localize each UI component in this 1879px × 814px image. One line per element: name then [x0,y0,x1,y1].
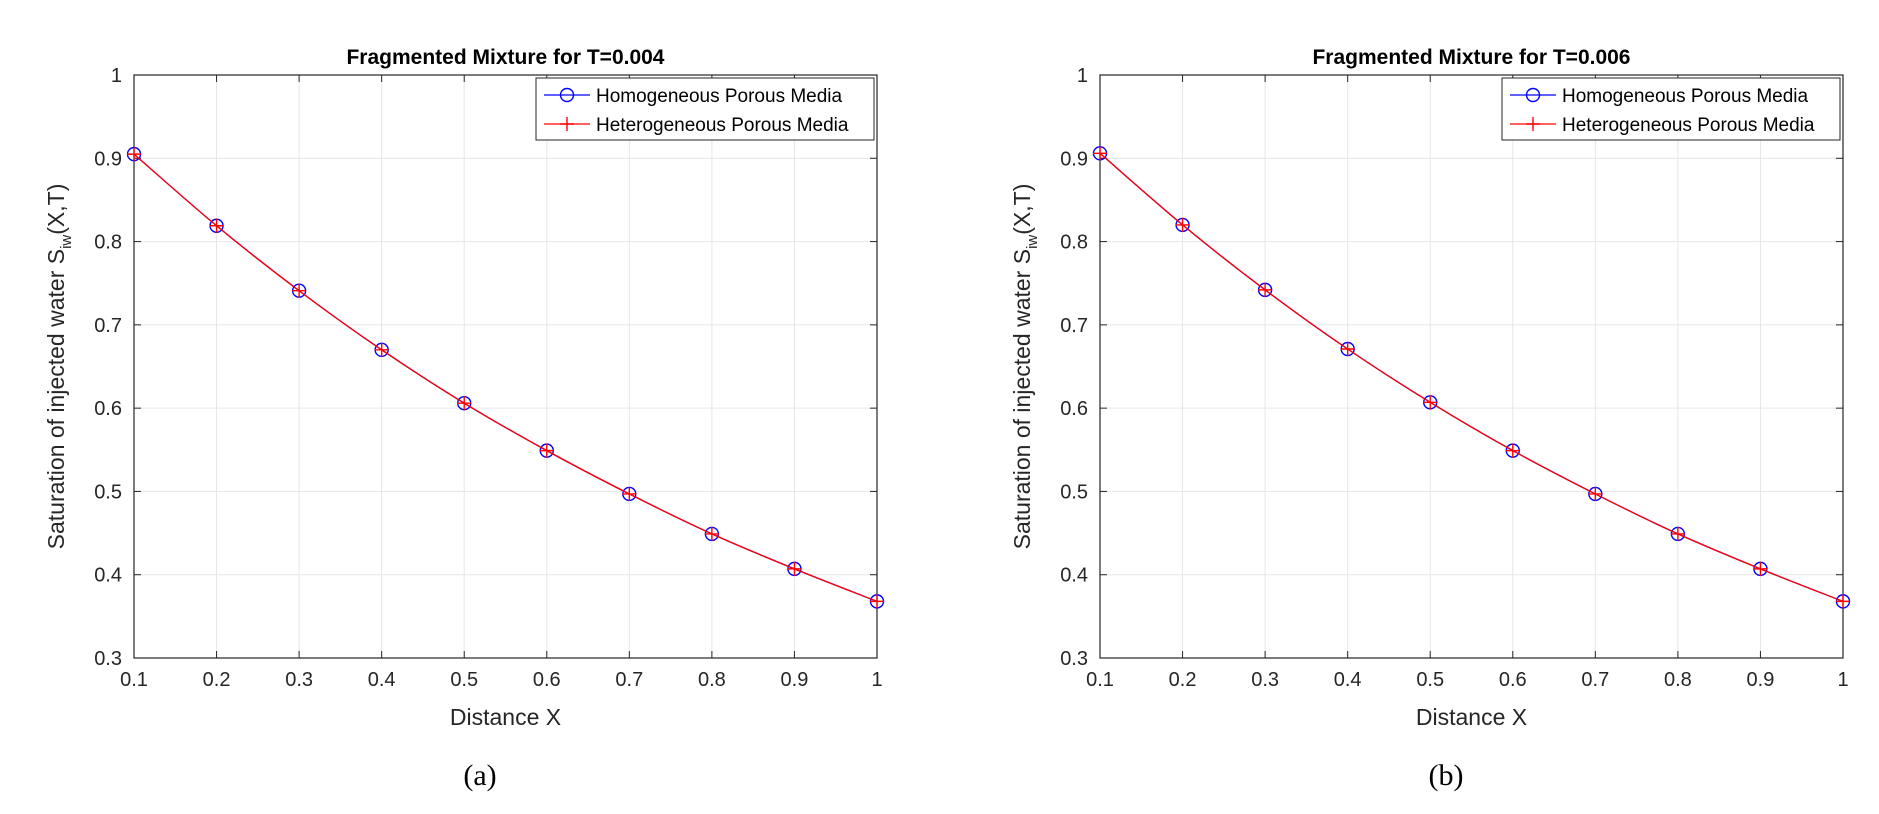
data-point-plus [704,526,719,541]
chart-panel-b: 0.1 0.2 0.3 0.4 0.5 0.6 0.7 0.8 0.9 1 0.3 0.4 0.5 0.6… [1009,46,1851,792]
y-tick-label: 0.3 [94,648,122,670]
legend-label: Heterogeneous Porous Media [596,115,849,136]
data-point-plus [374,342,389,357]
x-tick-label: 0.1 [1086,669,1114,691]
y-tick-label: 0.7 [94,315,122,337]
x-tick-label: 0.6 [533,669,561,691]
data-point-plus [1836,594,1850,609]
y-tick-label: 0.5 [1060,481,1088,503]
legend-marker-circle [1525,87,1541,103]
series-heterogeneous [127,147,884,609]
data-point-plus [622,486,637,501]
x-tick-label: 0.9 [781,669,809,691]
legend-box [535,77,875,141]
data-point-plus [1175,217,1190,232]
x-tick-label: 1 [1837,669,1848,691]
y-axis-label: Saturation of injected water Siw(X,T) [1009,184,1041,550]
panel-caption: (b) [1429,759,1464,792]
data-point-plus [127,147,141,162]
legend-marker-circle [559,87,575,103]
y-tick-label: 0.6 [1060,398,1088,420]
x-tick-label: 1 [871,669,882,691]
y-tick-label: 0.3 [1060,648,1088,670]
y-tick-label: 1 [1077,65,1088,87]
y-tick-label: 0.9 [1060,148,1088,170]
data-point-plus [292,283,307,298]
x-tick-label: 0.3 [285,669,313,691]
x-axis-label: Distance X [1416,704,1527,730]
data-point-plus [1588,486,1603,501]
data-point-plus [1423,395,1438,410]
series-line [1099,152,1844,602]
legend: Homogeneous Porous Media Heterogeneous Po… [535,77,875,141]
x-tick-label: 0.4 [368,669,396,691]
y-axis-label-tail: (X,T) [1009,184,1035,235]
x-tick-label: 0.2 [203,669,231,691]
y-tick-label: 0.4 [1060,565,1088,587]
legend-label: Homogeneous Porous Media [596,86,843,107]
axes-box [133,74,878,659]
data-point-plus [1505,443,1520,458]
legend: Homogeneous Porous Media Heterogeneous Po… [1501,77,1841,141]
legend-box [1501,77,1841,141]
x-tick-label: 0.6 [1499,669,1527,691]
y-axis-label-subscript: iw [58,235,75,249]
y-axis-label-tail: (X,T) [43,184,69,235]
legend-label: Heterogeneous Porous Media [1562,115,1815,136]
data-point-plus [209,218,224,233]
x-tick-label: 0.9 [1747,669,1775,691]
y-tick-label: 0.6 [94,398,122,420]
data-point-plus [1258,282,1273,297]
data-point-plus [1753,561,1768,576]
x-tick-label: 0.5 [450,669,478,691]
y-tick-label: 0.7 [1060,315,1088,337]
series-heterogeneous [1093,146,1850,609]
chart-title: Fragmented Mixture for T=0.006 [1312,46,1630,69]
plot-area [1100,75,1843,658]
x-tick-label: 0.8 [1664,669,1692,691]
y-tick-label: 0.8 [94,232,122,254]
chart-title: Fragmented Mixture for T=0.004 [346,46,664,69]
y-axis-label-main: Saturation of injected water S [43,249,69,549]
data-point-plus [1340,342,1355,357]
data-point-plus [539,443,554,458]
x-tick-label: 0.4 [1334,669,1362,691]
data-point-plus [1670,526,1685,541]
data-point-plus [457,396,472,411]
y-tick-label: 1 [111,65,122,87]
y-axis-label-subscript: iw [1024,235,1041,249]
x-tick-label: 0.7 [615,669,643,691]
y-tick-label: 0.8 [1060,232,1088,254]
y-axis-label-main: Saturation of injected water S [1009,249,1035,549]
legend-label: Homogeneous Porous Media [1562,86,1809,107]
x-tick-label: 0.5 [1416,669,1444,691]
x-tick-label: 0.3 [1251,669,1279,691]
legend-marker-plus [560,117,574,131]
y-tick-label: 0.9 [94,148,122,170]
panel-caption: (a) [463,759,496,792]
chart-panel-a: 0.1 0.2 0.3 0.4 0.5 0.6 0.7 0.8 0.9 1 0.3 0.4 0.5 0.6… [43,46,885,792]
series-line [133,153,878,602]
x-tick-label: 0.7 [1581,669,1609,691]
data-point-plus [1093,146,1107,161]
plot-area [134,75,877,658]
x-axis-label: Distance X [450,704,561,730]
x-tick-label: 0.1 [120,669,148,691]
data-point-plus [870,594,884,609]
y-tick-label: 0.4 [94,565,122,587]
y-tick-label: 0.5 [94,481,122,503]
x-tick-label: 0.8 [698,669,726,691]
y-axis-label: Saturation of injected water Siw(X,T) [43,184,75,550]
x-tick-label: 0.2 [1169,669,1197,691]
legend-marker-plus [1526,117,1540,131]
axes-box [1099,74,1844,659]
data-point-plus [787,561,802,576]
